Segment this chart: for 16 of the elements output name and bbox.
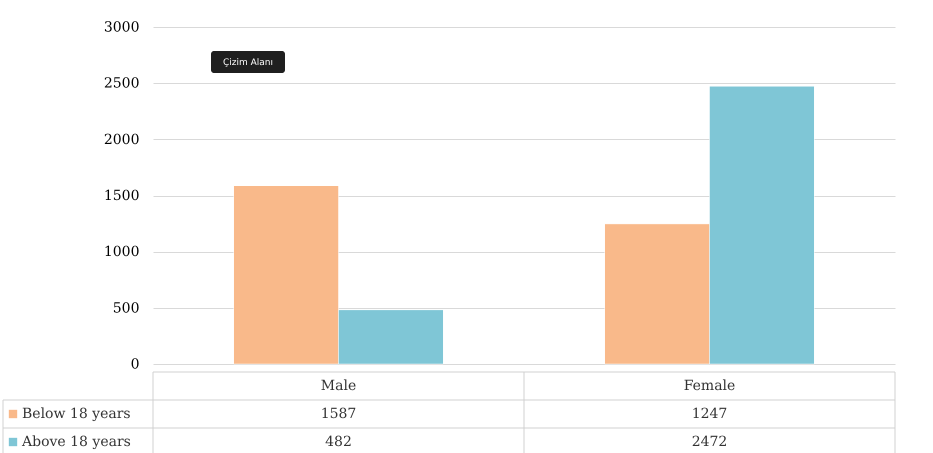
- y-tick-label: 1000: [104, 244, 140, 260]
- data-label: 1247: [692, 406, 728, 422]
- legend-label: Above 18 years: [21, 434, 131, 450]
- legend-label: Below 18 years: [22, 406, 131, 422]
- annotation: Çizim Alanı: [222, 58, 274, 68]
- y-tick-label: 0: [130, 356, 140, 372]
- y-tick-label: 500: [112, 300, 140, 316]
- data-label: 482: [325, 434, 352, 450]
- x-tick-label: Female: [684, 378, 736, 394]
- data-label: 1587: [320, 406, 356, 422]
- y-tick-label: 3000: [104, 20, 140, 36]
- x-tick-label: Male: [320, 378, 356, 394]
- data-label: 2472: [692, 434, 728, 450]
- y-tick-label: 2000: [104, 132, 140, 148]
- y-tick-label: 2500: [104, 76, 140, 92]
- y-tick-label: 1500: [104, 188, 140, 204]
